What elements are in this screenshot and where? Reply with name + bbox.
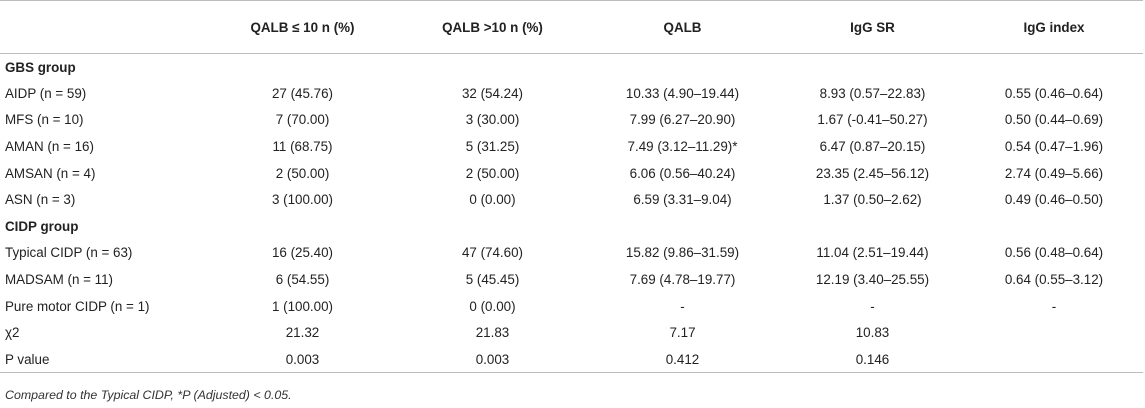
table-cell: 1.67 (-0.41–50.27): [817, 112, 928, 128]
group-label: CIDP group: [5, 218, 79, 234]
table-cell: 0.146: [780, 346, 965, 374]
table-cell: -: [680, 298, 685, 314]
stats-row: χ2 21.32 21.83 7.17 10.83: [0, 319, 1143, 346]
header-cell: QALB >10 n (%): [400, 0, 585, 54]
table-body: GBS group AIDP (n = 59) 27 (45.76) 32 (54.2…: [0, 54, 1143, 374]
group-label: GBS group: [5, 59, 76, 75]
table-cell: 7.99 (6.27–20.90): [629, 112, 736, 128]
table-row: AMAN (n = 16) 11 (68.75) 5 (31.25) 7.49 (3.…: [0, 133, 1143, 160]
table-row: AMSAN (n = 4) 2 (50.00) 2 (50.00) 6.06 (0.5…: [0, 160, 1143, 187]
table-row: AIDP (n = 59) 27 (45.76) 32 (54.24) 10.33 (…: [0, 80, 1143, 107]
table-cell: 5 (31.25): [465, 139, 520, 155]
table-cell: 11.04 (2.51–19.44): [816, 245, 929, 261]
table-cell: [965, 346, 1143, 374]
table-cell: 1.37 (0.50–2.62): [823, 192, 922, 208]
header-cell: IgG SR: [780, 0, 965, 54]
table-cell: 6.06 (0.56–40.24): [629, 165, 736, 181]
header-cell: QALB ≤ 10 n (%): [205, 0, 400, 54]
table-cell: -: [1051, 298, 1057, 314]
table-cell: 21.32: [285, 325, 320, 341]
table-cell: -: [870, 298, 875, 314]
table-cell: 2 (50.00): [275, 165, 330, 181]
row-label: Pure motor CIDP (n = 1): [5, 298, 150, 314]
table-cell: 6.47 (0.87–20.15): [819, 139, 926, 155]
table-cell: 16 (25.40): [271, 245, 334, 261]
table-cell: 7.49 (3.12–11.29)*: [627, 139, 738, 155]
table-cell: 6 (54.55): [275, 272, 330, 288]
row-label: P value: [0, 346, 205, 374]
table-cell: 0.003: [205, 346, 400, 374]
header-qalb-le10: QALB ≤ 10 n (%): [250, 19, 355, 35]
table-footnote: Compared to the Typical CIDP, *P (Adjust…: [5, 388, 292, 402]
table-cell: 47 (74.60): [461, 245, 524, 261]
table-cell: 11 (68.75): [272, 139, 333, 155]
table-cell: 10.33 (4.90–19.44): [625, 85, 740, 101]
table-cell: 2 (50.00): [465, 165, 520, 181]
table-cell: 0.003: [400, 346, 585, 374]
group-row: GBS group: [0, 54, 1143, 81]
table-cell: 3 (30.00): [465, 112, 520, 128]
table-cell: 12.19 (3.40–25.55): [815, 272, 930, 288]
table-cell: 0.56 (0.48–0.64): [1004, 245, 1104, 261]
header-cell: [0, 0, 205, 54]
table-cell: 0.50 (0.44–0.69): [1004, 112, 1104, 128]
row-label: AMSAN (n = 4): [5, 165, 96, 181]
table-row: MFS (n = 10) 7 (70.00) 3 (30.00) 7.99 (6.27…: [0, 107, 1143, 134]
table-cell: 0 (0.00): [469, 298, 516, 314]
header-row: QALB ≤ 10 n (%) QALB >10 n (%) QALB IgG …: [0, 0, 1143, 54]
table-cell: 5 (45.45): [465, 272, 520, 288]
table-cell: 8.93 (0.57–22.83): [819, 85, 926, 101]
table-cell: 10.83: [855, 325, 890, 341]
results-table: QALB ≤ 10 n (%) QALB >10 n (%) QALB IgG …: [0, 0, 1143, 374]
table-cell: 1 (100.00): [271, 298, 334, 314]
header-cell: QALB: [585, 0, 780, 54]
stats-row: P value 0.003 0.003 0.412 0.146: [0, 346, 1143, 374]
table-cell: 21.83: [475, 325, 510, 341]
table-cell: 3 (100.00): [271, 192, 334, 208]
row-label: Typical CIDP (n = 63): [5, 245, 133, 261]
table-cell: 32 (54.24): [461, 85, 524, 101]
table-cell: 7 (70.00): [275, 112, 330, 128]
row-label: AMAN (n = 16): [5, 139, 94, 155]
row-label: ASN (n = 3): [5, 192, 76, 208]
table-cell: 2.74 (0.49–5.66): [1004, 165, 1104, 181]
row-label: MFS (n = 10): [5, 112, 84, 128]
table-cell: 0.412: [585, 346, 780, 374]
table-cell: 0.54 (0.47–1.96): [1004, 139, 1104, 155]
header-cell: IgG index: [965, 0, 1143, 54]
group-row: CIDP group: [0, 213, 1143, 240]
table-cell: 0 (0.00): [469, 192, 516, 208]
table-cell: 0.64 (0.55–3.12): [1004, 272, 1104, 288]
table-cell: 0.55 (0.46–0.64): [1004, 85, 1104, 101]
row-label: MADSAM (n = 11): [5, 272, 114, 288]
table-cell: 6.59 (3.31–9.04): [633, 192, 732, 208]
table-cell: 27 (45.76): [271, 85, 334, 101]
table-cell: 7.17: [669, 325, 696, 341]
table-row: MADSAM (n = 11) 6 (54.55) 5 (45.45) 7.69 (4…: [0, 266, 1143, 293]
table-cell: 15.82 (9.86–31.59): [625, 245, 740, 261]
row-label: χ2: [5, 325, 20, 341]
table-row: ASN (n = 3) 3 (100.00) 0 (0.00) 6.59 (3.31–…: [0, 186, 1143, 213]
table-cell: 23.35 (2.45–56.12): [815, 165, 930, 181]
table-row: Pure motor CIDP (n = 1) 1 (100.00) 0 (0.00…: [0, 293, 1143, 320]
table-row: Typical CIDP (n = 63) 16 (25.40) 47 (74.60…: [0, 240, 1143, 267]
table-cell: [965, 319, 1143, 346]
row-label: AIDP (n = 59): [5, 85, 87, 101]
table-cell: 0.49 (0.46–0.50): [1004, 192, 1104, 208]
table-cell: 7.69 (4.78–19.77): [629, 272, 736, 288]
